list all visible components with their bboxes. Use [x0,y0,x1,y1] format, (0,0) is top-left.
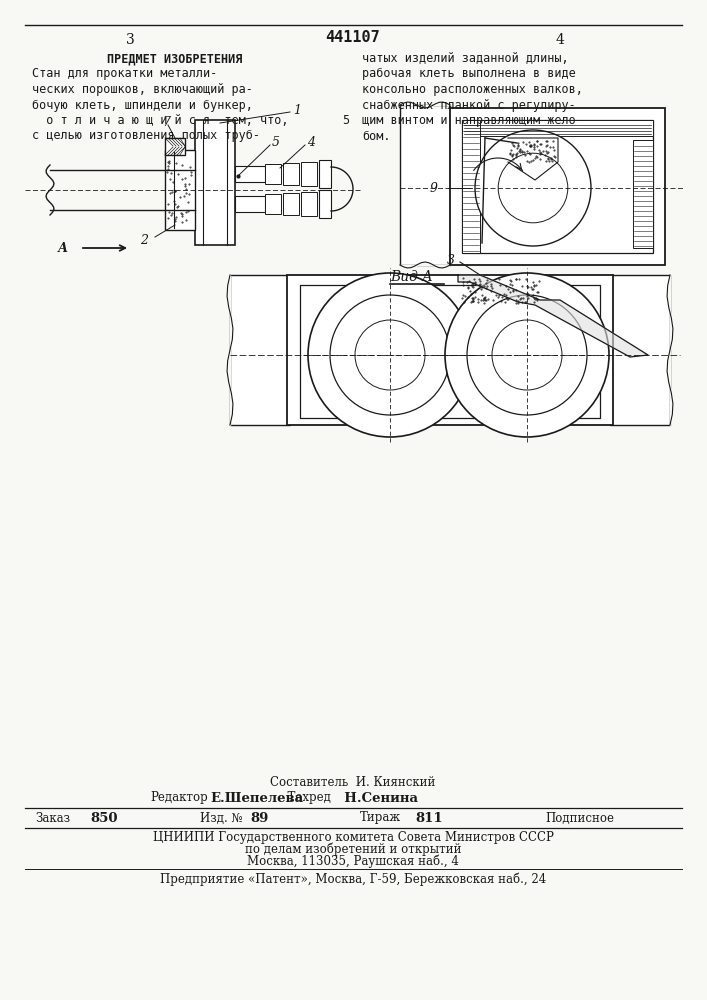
Text: ческих порошков, включающий ра-: ческих порошков, включающий ра- [32,83,253,96]
Text: Изд. №: Изд. № [200,812,243,824]
Bar [195,120,235,245]
Text: 5: 5 [342,114,349,127]
Bar [462,120,480,253]
Text: А: А [58,241,68,254]
Bar [235,196,265,212]
Bar [283,163,299,185]
Text: 5: 5 [272,136,280,149]
Bar [319,160,331,188]
Text: 7: 7 [162,116,170,129]
Text: ЦНИИПИ Государственного комитета Совета Министров СССР: ЦНИИПИ Государственного комитета Совета … [153,830,554,844]
Text: Заказ: Заказ [35,812,70,824]
Text: Предприятие «Патент», Москва, Г-59, Бережковская наб., 24: Предприятие «Патент», Москва, Г-59, Бере… [160,872,546,886]
Bar [319,190,331,218]
Circle shape [308,273,472,437]
Text: Техред: Техред [280,792,331,804]
Text: 1: 1 [293,104,301,117]
Bar [610,275,670,425]
Bar [450,108,665,265]
Circle shape [467,295,587,415]
Text: бочую клеть, шпиндели и бункер,: бочую клеть, шпиндели и бункер, [32,99,253,111]
Text: 3: 3 [126,33,134,47]
Circle shape [330,295,450,415]
Bar [287,275,613,425]
Text: Е.Шепелева: Е.Шепелева [210,792,303,804]
Bar [265,164,281,184]
Bar [165,150,195,230]
Circle shape [492,320,562,390]
Text: Н.Сенина: Н.Сенина [335,792,418,804]
Bar [230,275,290,425]
Text: щим винтом и направляющим жело-: щим винтом и направляющим жело- [362,114,583,127]
Bar [633,140,653,248]
Text: 811: 811 [415,812,443,824]
Text: 89: 89 [250,812,269,824]
Text: Москва, 113035, Раушская наб., 4: Москва, 113035, Раушская наб., 4 [247,854,459,868]
Text: Редактор: Редактор [150,792,208,804]
Text: Стан для прокатки металли-: Стан для прокатки металли- [32,68,217,81]
Text: консольно расположенных валков,: консольно расположенных валков, [362,83,583,96]
Circle shape [498,153,568,223]
Bar [400,105,450,265]
Bar [235,166,265,182]
Text: ПРЕДМЕТ ИЗОБРЕТЕНИЯ: ПРЕДМЕТ ИЗОБРЕТЕНИЯ [107,52,243,65]
Circle shape [445,273,609,437]
Bar [301,192,317,216]
Text: 3: 3 [447,253,455,266]
Text: 9: 9 [430,182,438,194]
Text: 4: 4 [307,136,315,149]
Text: чатых изделий заданной длины,: чатых изделий заданной длины, [362,52,568,65]
Text: бом.: бом. [362,129,390,142]
Circle shape [475,130,591,246]
Circle shape [355,320,425,390]
Bar [300,285,600,418]
Polygon shape [458,275,648,357]
Bar [301,162,317,186]
Text: Вид А: Вид А [390,270,433,284]
Text: о т л и ч а ю щ и й с я  тем, что,: о т л и ч а ю щ и й с я тем, что, [32,114,288,127]
Bar [165,138,185,155]
Text: с целью изготовления полых труб-: с целью изготовления полых труб- [32,129,260,142]
Bar [265,194,281,214]
Text: 2: 2 [140,233,148,246]
Text: Тираж: Тираж [360,812,401,824]
Text: Составитель  И. Киянский: Составитель И. Киянский [270,776,436,790]
Text: рабочая клеть выполнена в виде: рабочая клеть выполнена в виде [362,68,575,81]
Bar [462,120,653,253]
Text: снабженных планкой с регулиру-: снабженных планкой с регулиру- [362,99,575,111]
Text: 441107: 441107 [326,29,380,44]
Text: 850: 850 [90,812,117,824]
Text: 4: 4 [556,33,564,47]
Bar [462,120,653,136]
Text: по делам изобретений и открытий: по делам изобретений и открытий [245,842,461,856]
Bar [283,193,299,215]
Text: Подписное: Подписное [545,812,614,824]
